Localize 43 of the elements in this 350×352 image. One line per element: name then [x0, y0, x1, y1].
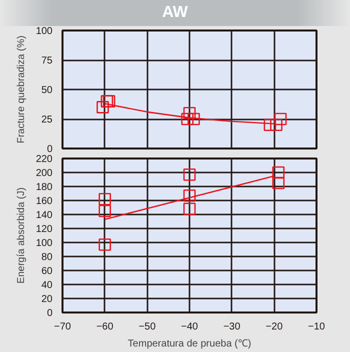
point	[98, 192, 111, 206]
y-tick-label: 0	[46, 308, 53, 319]
y-tick-label: 160	[36, 196, 53, 207]
x-tick-label: −70	[54, 322, 72, 332]
point	[183, 106, 196, 120]
y-axis-title: Fracture quebradiza (%)	[16, 36, 27, 144]
point	[181, 112, 194, 126]
y-tick-label: 100	[36, 238, 53, 249]
y-tick-label: 50	[41, 85, 53, 96]
x-tick-label: −30	[223, 322, 241, 332]
x-tick-label: −50	[138, 322, 156, 332]
point	[272, 176, 285, 190]
point	[96, 101, 109, 114]
y-tick-label: 200	[36, 168, 53, 179]
chart-title: AW	[162, 3, 188, 23]
point	[98, 238, 111, 251]
point	[270, 118, 282, 132]
x-tick-label: −10	[308, 322, 326, 332]
point	[98, 204, 111, 218]
y-tick-label: 25	[41, 114, 53, 126]
x-axis-title: Temperatura de prueba (℃)	[128, 338, 252, 350]
x-tick-label: −60	[96, 322, 114, 332]
y-tick-label: 0	[46, 144, 53, 155]
y-tick-label: 80	[41, 252, 53, 263]
y-tick-label: 20	[41, 294, 53, 305]
point	[188, 112, 200, 126]
y-tick-label: 60	[41, 266, 53, 277]
point	[264, 118, 276, 132]
y-tick-label: 40	[41, 280, 53, 291]
point	[183, 189, 196, 202]
y-tick-label: 180	[36, 182, 53, 193]
x-tick-label: −40	[181, 322, 198, 332]
y-tick-label: 120	[36, 224, 53, 235]
point	[274, 112, 287, 126]
y-tick-label: 220	[36, 154, 53, 165]
point	[183, 202, 196, 216]
point	[183, 168, 196, 181]
y-axis-title: Energía absorbida (J)	[16, 187, 27, 284]
point	[272, 166, 285, 179]
y-tick-label: 100	[36, 26, 53, 37]
y-tick-label: 75	[41, 56, 53, 66]
y-tick-label: 140	[36, 210, 53, 221]
x-tick-label: −20	[266, 322, 284, 332]
